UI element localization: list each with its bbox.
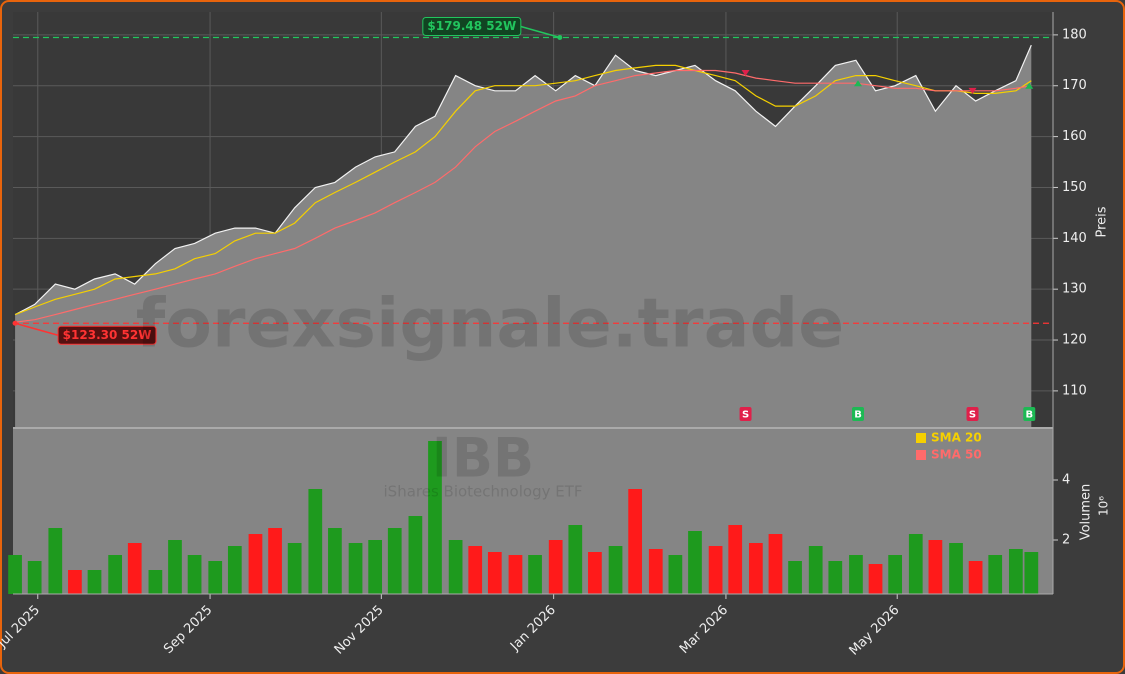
y-tick-label: 130 (1062, 282, 1087, 297)
volume-bar (328, 528, 342, 594)
price-area (15, 45, 1032, 427)
volume-bar (27, 561, 42, 594)
y-tick-label: 140 (1062, 231, 1087, 246)
signal-badge (739, 407, 752, 421)
volume-bar (968, 561, 983, 594)
volume-bar (768, 534, 783, 594)
volume-bar (408, 516, 423, 594)
signal-marker (968, 87, 977, 94)
annotation-box (422, 17, 522, 37)
signal-label: S (969, 410, 976, 421)
volume-bar (348, 543, 363, 594)
annotation-point (12, 320, 18, 326)
volume-bar (227, 546, 242, 594)
volume-bar (648, 549, 663, 594)
volume-bar (748, 543, 763, 594)
volume-bar (248, 534, 263, 594)
volume-bar (468, 546, 483, 594)
volume-bar (1008, 549, 1023, 594)
volume-bar (988, 555, 1003, 594)
signal-label: B (1025, 410, 1033, 421)
volume-bar (708, 546, 723, 594)
y-tick-label: 180 (1062, 27, 1087, 42)
sma-line (15, 69, 1032, 323)
volume-bar (48, 528, 63, 594)
volume-bar (428, 441, 442, 594)
y-tick-label: 150 (1062, 180, 1087, 195)
volume-bar (528, 555, 542, 594)
symbol-name-watermark: iShares Biotechnology ETF (384, 483, 583, 501)
signal-label: B (854, 410, 862, 421)
volume-bar (148, 570, 163, 594)
volume-bar (448, 540, 463, 594)
signal-marker (741, 70, 750, 77)
volume-bar (908, 534, 923, 594)
sma-line (14, 64, 1032, 316)
volume-bar (127, 543, 142, 594)
volume-bar (387, 528, 402, 594)
signal-marker (854, 80, 862, 87)
volume-bar (168, 540, 182, 594)
y-tick-label: 160 (1062, 129, 1087, 144)
annotation-point (557, 35, 563, 41)
volume-bar (808, 546, 823, 594)
signal-label: S (742, 410, 749, 421)
annotation-arrow (520, 25, 561, 39)
y-tick-label: 120 (1062, 333, 1087, 348)
volume-bar (287, 543, 302, 594)
volume-bar (487, 552, 502, 594)
legend-label: SMA 50 (931, 448, 982, 462)
y-tick-label: 110 (1062, 383, 1087, 398)
watermark: forexsignale.trade (136, 285, 845, 364)
volume-bar (668, 555, 683, 594)
volume-bar (608, 546, 623, 594)
volume-tick-label: 2 (1062, 533, 1070, 548)
annotation-label: $123.30 52W (63, 328, 152, 342)
annotation-arrow (14, 322, 59, 336)
legend-swatch (916, 450, 926, 460)
volume-bar (1024, 552, 1039, 594)
signal-badge (966, 407, 979, 421)
volume-bar (268, 528, 282, 594)
volume-bar (788, 561, 802, 594)
volume-bar (828, 561, 843, 594)
signal-badge (1023, 407, 1036, 421)
y-tick-label: 170 (1062, 78, 1087, 93)
volume-bar (308, 489, 323, 594)
volume-bar (368, 540, 383, 594)
annotation-box (57, 325, 157, 345)
signal-marker (1025, 82, 1034, 89)
volume-bar (688, 531, 702, 594)
signal-badge (852, 407, 864, 421)
volume-axis-label: Volumen (1079, 484, 1094, 541)
volume-multiplier: 10⁶ (1097, 496, 1111, 516)
legend-swatch (916, 433, 926, 443)
volume-bar (508, 555, 523, 594)
annotation-label: $179.48 52W (427, 19, 516, 33)
legend-label: SMA 20 (931, 431, 982, 445)
y-axis-label: Preis (1095, 206, 1110, 237)
volume-bar (868, 564, 883, 594)
volume-bar (928, 540, 943, 594)
symbol-watermark: IBB (432, 427, 534, 490)
volume-bar (949, 543, 963, 594)
volume-bar (628, 489, 643, 594)
volume-bar (888, 555, 903, 594)
volume-bar (728, 525, 743, 594)
volume-bar (588, 552, 602, 594)
volume-bar (208, 561, 223, 594)
volume-bar (568, 525, 583, 594)
volume-bar (8, 555, 22, 594)
volume-bar (68, 570, 82, 594)
volume-bar (187, 555, 202, 594)
volume-bar (108, 555, 123, 594)
volume-bar (849, 555, 863, 594)
volume-bar (87, 570, 102, 594)
volume-tick-label: 4 (1062, 473, 1070, 488)
volume-bar (548, 540, 563, 594)
